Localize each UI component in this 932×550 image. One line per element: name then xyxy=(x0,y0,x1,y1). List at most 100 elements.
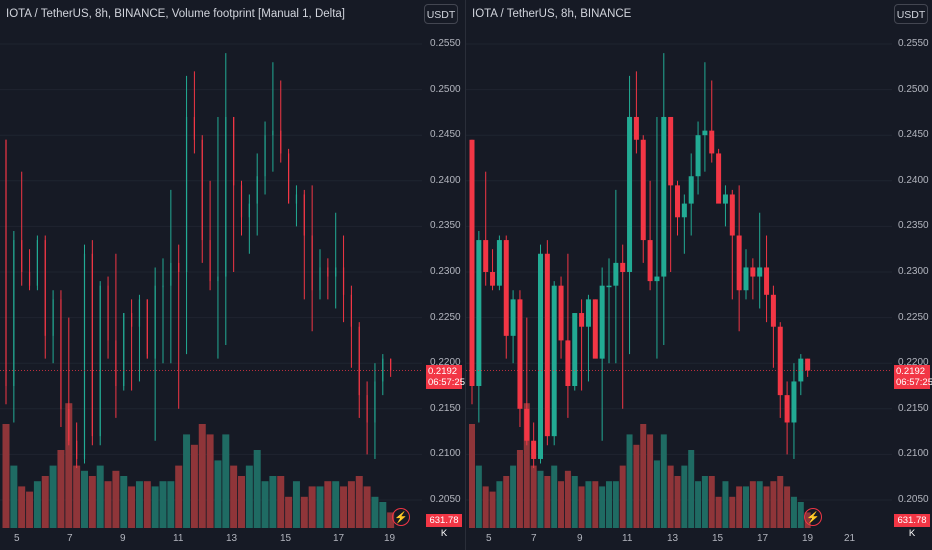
candle-body xyxy=(613,262,619,286)
date-axis-label: 21 xyxy=(844,533,856,544)
volume-bar xyxy=(175,465,183,528)
candle-body xyxy=(496,240,502,286)
volume-bar xyxy=(316,486,324,528)
volume-bar xyxy=(261,481,269,528)
candle-body xyxy=(558,285,564,341)
volume-bar xyxy=(585,481,592,528)
currency-button[interactable]: USDT xyxy=(894,4,928,24)
volume-bar xyxy=(88,476,96,528)
candle-body xyxy=(162,285,164,288)
volume-bar xyxy=(736,486,743,528)
date-axis-label: 19 xyxy=(802,533,814,544)
price-axis-label: 0.2350 xyxy=(898,220,929,232)
candle-body xyxy=(490,272,496,286)
volume-bar xyxy=(578,486,585,528)
footprint-chart-pane[interactable]: IOTA / TetherUS, 8h, BINANCE, Volume foo… xyxy=(0,0,466,550)
date-axis-label: 7 xyxy=(67,533,73,544)
volume-bar xyxy=(285,496,293,528)
date-axis-label: 5 xyxy=(486,533,492,544)
volume-bar xyxy=(592,481,599,528)
volume-bar xyxy=(647,434,654,528)
candle-body xyxy=(633,116,639,140)
price-axis-label: 0.2400 xyxy=(430,174,461,186)
volume-bar xyxy=(763,486,770,528)
last-price-value: 0.2192 xyxy=(896,366,926,377)
volume-bar xyxy=(26,491,34,528)
volume-bar xyxy=(120,476,128,528)
candle-body xyxy=(225,116,227,277)
candle-body xyxy=(185,116,188,273)
date-axis-label: 15 xyxy=(280,533,292,544)
candle-body xyxy=(483,240,489,272)
volume-bar xyxy=(790,496,797,528)
volume-bar xyxy=(571,476,578,528)
candle-body xyxy=(123,313,125,386)
volume-bar xyxy=(537,470,544,528)
candle-body xyxy=(510,299,516,336)
price-axis-label: 0.2050 xyxy=(898,494,929,505)
volume-bar xyxy=(777,476,784,528)
lightning-icon[interactable]: ⚡ xyxy=(804,508,822,526)
candle-body xyxy=(764,267,770,295)
currency-button[interactable]: USDT xyxy=(424,4,458,24)
volume-bar xyxy=(722,481,729,528)
candle-body xyxy=(805,358,811,371)
candle-body xyxy=(585,299,591,327)
candle-body xyxy=(280,130,282,154)
candle-body xyxy=(390,358,392,371)
volume-bar xyxy=(387,512,395,528)
date-axis-label: 7 xyxy=(531,533,537,544)
candle-body xyxy=(264,135,266,177)
candle-body xyxy=(382,358,384,382)
volume-bar xyxy=(784,486,791,528)
candle-body xyxy=(115,340,117,386)
footprint-chart-canvas[interactable] xyxy=(0,0,466,550)
candle-body xyxy=(68,408,70,441)
price-axis-label: 0.2250 xyxy=(898,311,929,323)
volume-bar xyxy=(516,450,523,528)
date-axis-label: 9 xyxy=(577,533,583,544)
candle-body xyxy=(695,135,701,177)
candle-body xyxy=(647,240,653,282)
volume-bar xyxy=(41,476,49,528)
volume-bar xyxy=(151,486,159,528)
candle-body xyxy=(91,253,93,437)
volume-bar xyxy=(756,481,763,528)
volume-bar xyxy=(551,465,558,528)
volume-bar xyxy=(10,465,18,528)
symbol-legend[interactable]: IOTA / TetherUS, 8h, BINANCE, Volume foo… xyxy=(6,8,345,20)
price-axis-label: 0.2150 xyxy=(430,402,461,414)
volume-bar xyxy=(33,481,41,528)
candle-body xyxy=(178,262,180,272)
volume-bar xyxy=(81,470,88,528)
candle-body xyxy=(517,299,523,409)
price-axis-label: 0.2050 xyxy=(430,494,461,505)
volume-bar xyxy=(190,444,198,528)
volume-bar xyxy=(558,481,565,528)
candle-body xyxy=(531,440,537,459)
candle-body xyxy=(350,294,352,327)
candle-body xyxy=(335,267,337,277)
candle-body xyxy=(503,240,509,336)
volume-bar xyxy=(482,486,489,528)
candlestick-chart-canvas[interactable] xyxy=(466,0,932,550)
symbol-legend[interactable]: IOTA / TetherUS, 8h, BINANCE xyxy=(472,8,632,20)
volume-bar xyxy=(238,476,245,528)
candle-body xyxy=(311,235,313,291)
candle-body xyxy=(784,395,790,423)
candle-body xyxy=(272,130,274,136)
volume-bar xyxy=(104,481,112,528)
lightning-icon[interactable]: ⚡ xyxy=(392,508,410,526)
candle-body xyxy=(374,381,376,423)
volume-bar xyxy=(489,491,496,528)
volume-bar xyxy=(660,434,667,528)
candle-body xyxy=(551,285,557,437)
bar-countdown: 06:57:25 xyxy=(896,377,932,388)
volume-bar xyxy=(340,486,348,528)
volume-bar xyxy=(2,424,10,528)
candle-body xyxy=(798,358,804,382)
volume-bar xyxy=(65,403,73,528)
candle-body xyxy=(201,139,203,241)
candlestick-chart-pane[interactable]: IOTA / TetherUS, 8h, BINANCE USDT 0.2550… xyxy=(466,0,932,550)
candle-body xyxy=(327,267,329,277)
